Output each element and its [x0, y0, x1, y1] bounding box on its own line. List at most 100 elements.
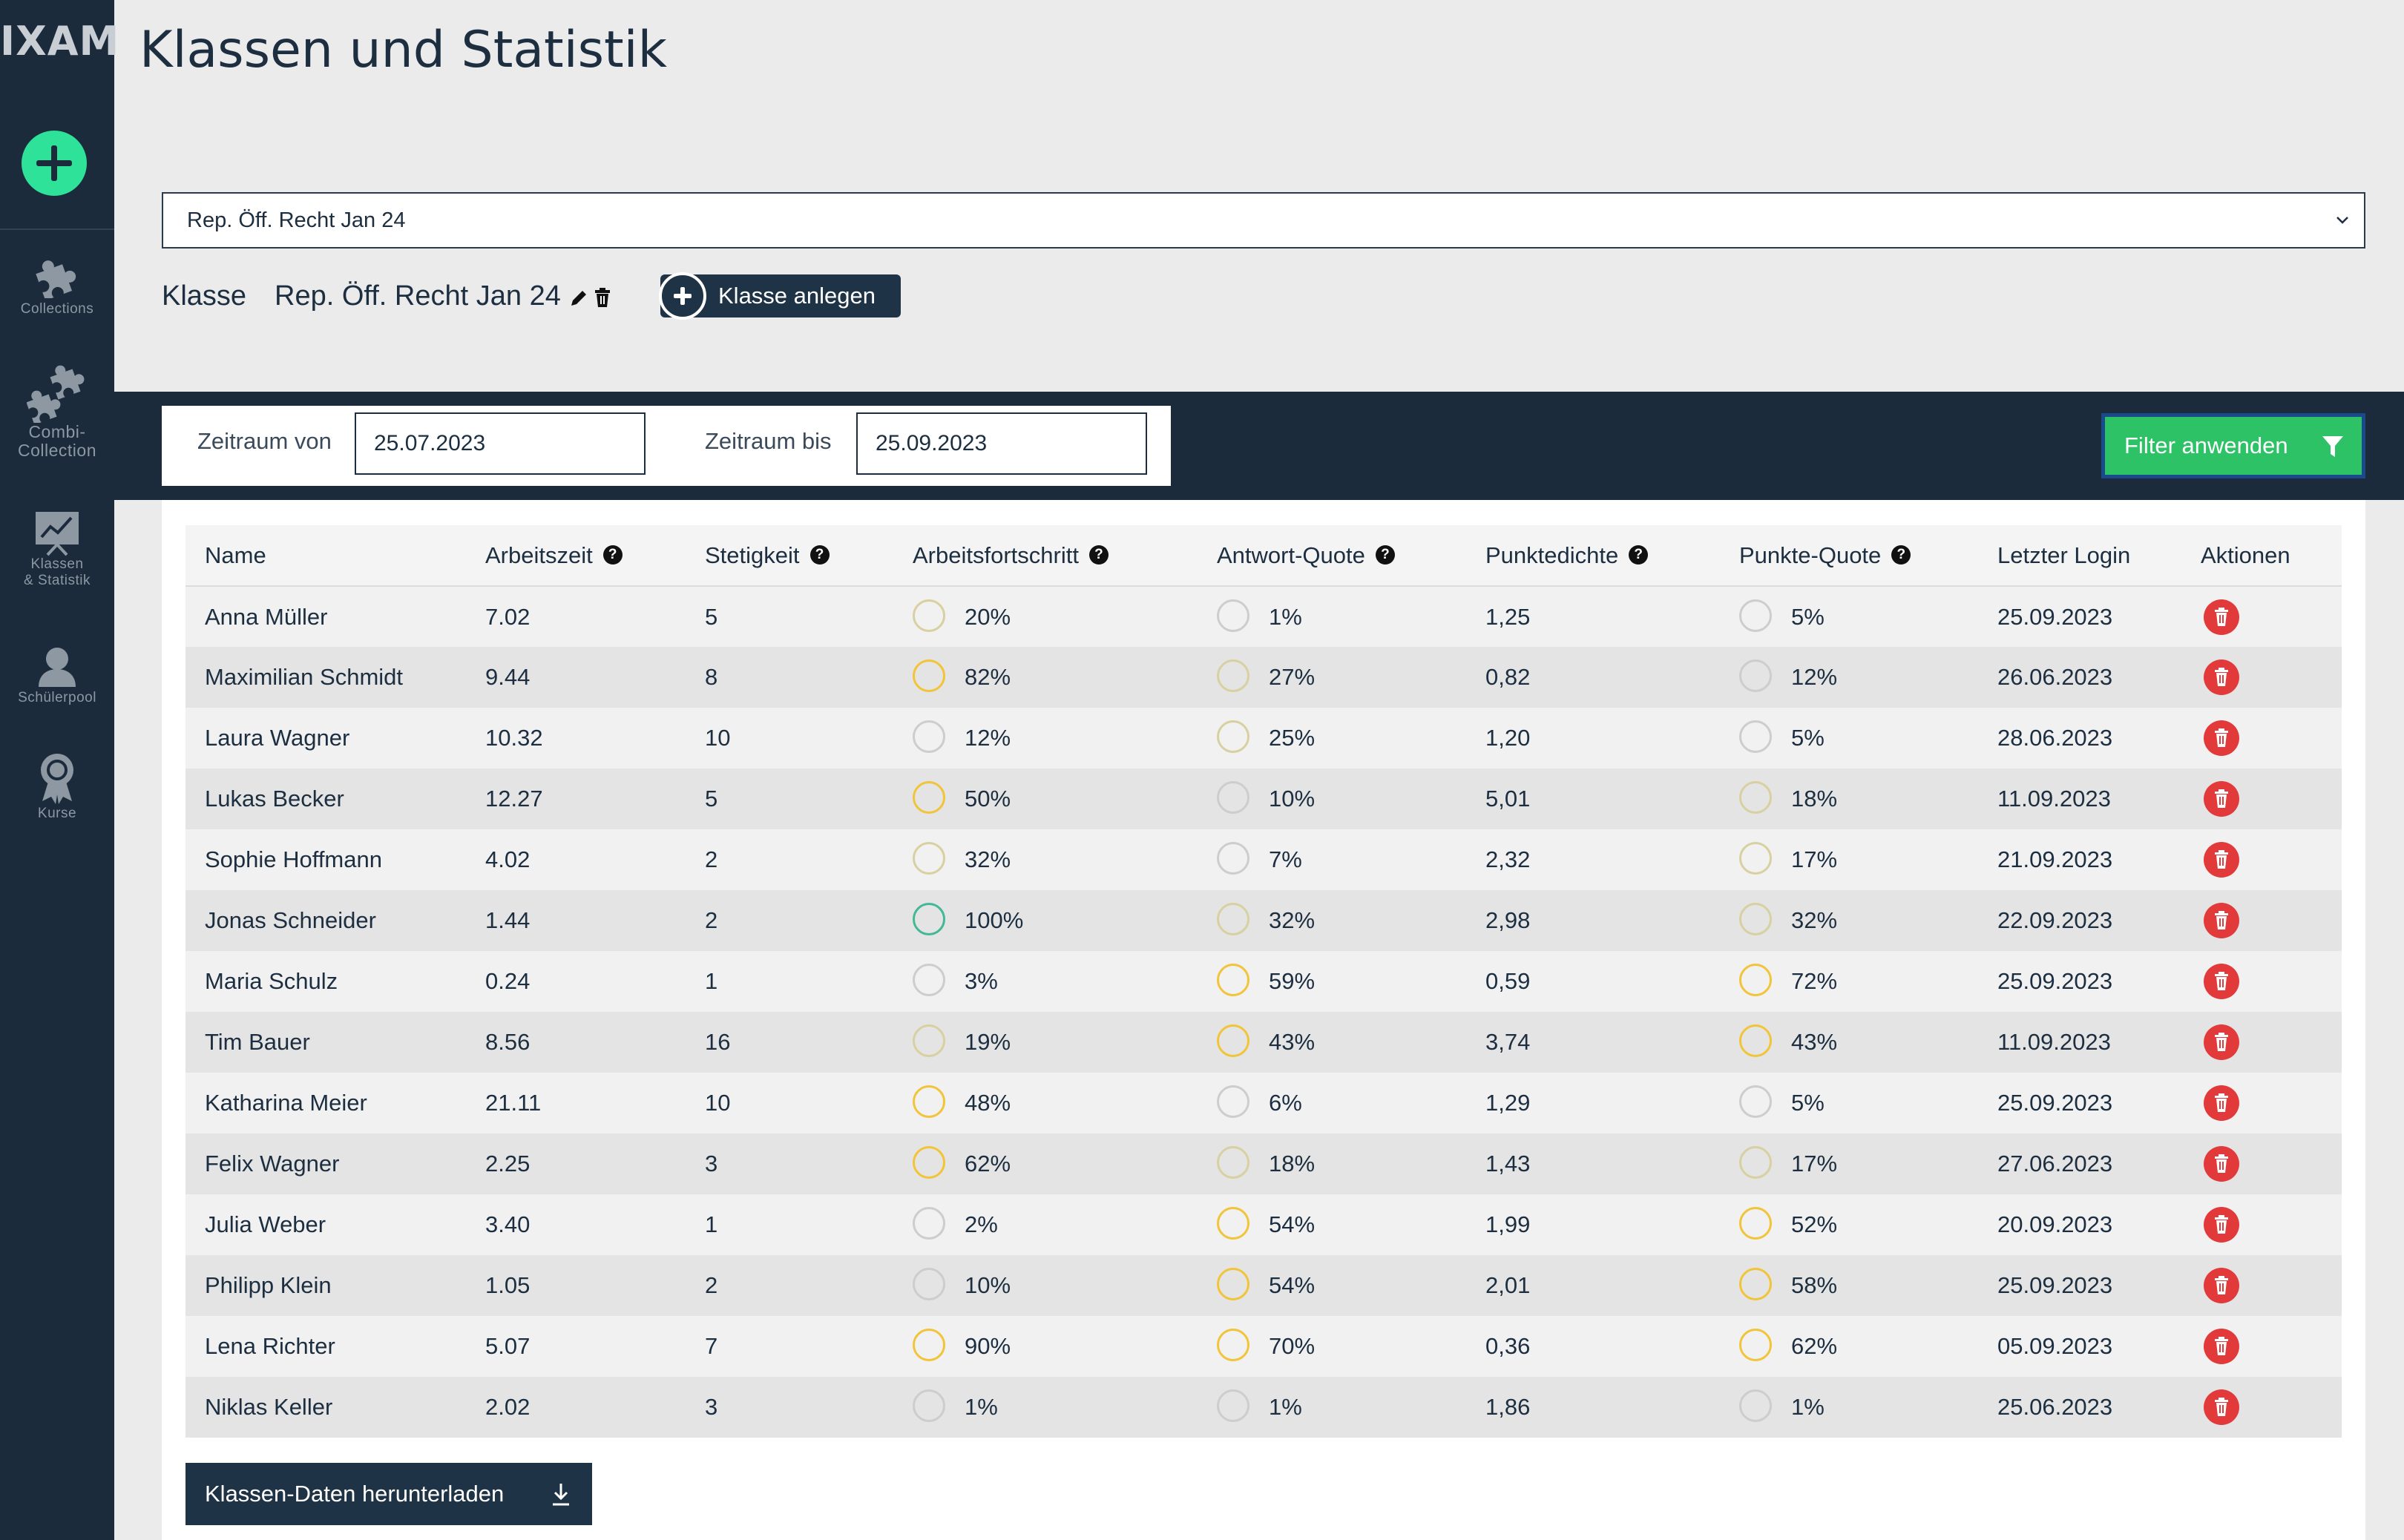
trash-icon[interactable] — [594, 287, 611, 308]
delete-student-button[interactable] — [2204, 1207, 2239, 1243]
delete-student-button[interactable] — [2204, 1085, 2239, 1121]
table-row[interactable]: Philipp Klein 1.05 2 10% 54% 2,01 58% 25.09.202… — [185, 1255, 2342, 1316]
sidebar-item-kurse[interactable]: Kurse — [0, 752, 114, 822]
cell-arbeitsfortschritt: 3% — [893, 951, 1198, 1012]
delete-student-button[interactable] — [2204, 599, 2239, 635]
cell-letzter-login: 05.09.2023 — [1978, 1316, 2181, 1377]
table-row[interactable]: Maria Schulz 0.24 1 3% 59% 0,59 72% 25.09.2023 — [185, 951, 2342, 1012]
delete-student-button[interactable] — [2204, 842, 2239, 878]
cell-punktedichte: 3,74 — [1466, 1012, 1720, 1073]
sidebar-item-schuelerpool[interactable]: Schülerpool — [0, 645, 114, 706]
col-letzter-login[interactable]: Letzter Login — [1978, 525, 2181, 587]
chart-board-icon — [36, 512, 79, 556]
progress-ring-icon — [1739, 903, 1772, 935]
delete-student-button[interactable] — [2204, 1024, 2239, 1060]
sidebar-item-combi-collection[interactable]: Combi- Collection — [0, 365, 114, 460]
delete-student-button[interactable] — [2204, 659, 2239, 695]
cell-punkte-quote: 5% — [1720, 586, 1978, 647]
table-row[interactable]: Laura Wagner 10.32 10 12% 25% 1,20 5% 28.06.202… — [185, 708, 2342, 769]
progress-ring-icon — [1739, 1389, 1772, 1422]
date-to-input[interactable]: 25.09.2023 — [856, 412, 1147, 475]
help-icon[interactable]: ? — [1088, 545, 1109, 565]
progress-ring-icon — [1217, 1146, 1249, 1179]
add-class-label: Klasse anlegen — [718, 283, 876, 309]
cell-punkte-quote: 1% — [1720, 1377, 1978, 1438]
progress-ring-icon — [1217, 1329, 1249, 1361]
col-name[interactable]: Name — [185, 525, 466, 587]
sidebar-item-collections[interactable]: Collections — [0, 251, 114, 317]
table-row[interactable]: Niklas Keller 2.02 3 1% 1% 1,86 1% 25.06.2023 — [185, 1377, 2342, 1438]
class-select[interactable]: Rep. Öff. Recht Jan 24 — [162, 192, 2365, 249]
apply-filter-button[interactable]: Filter anwenden — [2101, 413, 2365, 478]
cell-punkte-quote: 5% — [1720, 1073, 1978, 1133]
help-icon[interactable]: ? — [1375, 545, 1395, 565]
help-icon[interactable]: ? — [1891, 545, 1911, 565]
delete-student-button[interactable] — [2204, 1146, 2239, 1182]
delete-student-button[interactable] — [2204, 903, 2239, 938]
help-icon[interactable]: ? — [602, 545, 623, 565]
sidebar-item-label: Klassen & Statistik — [24, 556, 91, 588]
table-row[interactable]: Tim Bauer 8.56 16 19% 43% 3,74 43% 11.09.2023 — [185, 1012, 2342, 1073]
help-icon[interactable]: ? — [1629, 545, 1649, 565]
progress-ring-icon — [913, 1329, 945, 1361]
pencil-icon[interactable] — [568, 288, 589, 309]
table-row[interactable]: Lukas Becker 12.27 5 50% 10% 5,01 18% 11.09.202… — [185, 769, 2342, 829]
award-icon — [41, 754, 73, 804]
delete-student-button[interactable] — [2204, 720, 2239, 756]
progress-ring-icon — [1217, 842, 1249, 875]
col-arbeitsfortschritt[interactable]: Arbeitsfortschritt? — [893, 525, 1198, 587]
download-icon — [553, 1484, 569, 1506]
cell-punktedichte: 0,82 — [1466, 647, 1720, 708]
trash-icon — [2215, 911, 2228, 929]
progress-ring-icon — [1217, 1085, 1249, 1118]
add-button[interactable] — [22, 131, 87, 196]
table-header-row: Name Arbeitszeit? Stetigkeit? Arbeitsfor… — [185, 525, 2342, 587]
progress-ring-icon — [1739, 1085, 1772, 1118]
col-punkte-quote[interactable]: Punkte-Quote? — [1720, 525, 1978, 587]
date-from-input[interactable]: 25.07.2023 — [355, 412, 646, 475]
cell-arbeitsfortschritt: 48% — [893, 1073, 1198, 1133]
col-antwort-quote[interactable]: Antwort-Quote? — [1198, 525, 1466, 587]
progress-ring-icon — [1739, 1146, 1772, 1179]
table-row[interactable]: Maximilian Schmidt 9.44 8 82% 27% 0,82 12% 26.0… — [185, 647, 2342, 708]
page-title: Klassen und Statistik — [139, 21, 667, 79]
cell-antwort-quote: 10% — [1198, 769, 1466, 829]
trash-icon — [2215, 607, 2228, 626]
table-row[interactable]: Lena Richter 5.07 7 90% 70% 0,36 62% 05.09.2023 — [185, 1316, 2342, 1377]
table-row[interactable]: Julia Weber 3.40 1 2% 54% 1,99 52% 20.09.2023 — [185, 1194, 2342, 1255]
sidebar-item-klassen-statistik[interactable]: Klassen & Statistik — [0, 509, 114, 589]
progress-ring-icon — [1739, 842, 1772, 875]
table-row[interactable]: Sophie Hoffmann 4.02 2 32% 7% 2,32 17% 21.09.20… — [185, 829, 2342, 890]
cell-name: Julia Weber — [185, 1194, 466, 1255]
add-class-button[interactable]: Klasse anlegen — [659, 272, 901, 320]
table-row[interactable]: Jonas Schneider 1.44 2 100% 32% 2,98 32% 22.09.… — [185, 890, 2342, 951]
delete-student-button[interactable] — [2204, 1329, 2239, 1364]
cell-letzter-login: 25.09.2023 — [1978, 586, 2181, 647]
cell-aktionen — [2181, 1316, 2342, 1377]
plus-circle-icon — [659, 272, 706, 320]
cell-letzter-login: 22.09.2023 — [1978, 890, 2181, 951]
col-arbeitszeit[interactable]: Arbeitszeit? — [466, 525, 686, 587]
puzzle-icon — [36, 260, 76, 298]
cell-punktedichte: 0,59 — [1466, 951, 1720, 1012]
table-row[interactable]: Anna Müller 7.02 5 20% 1% 1,25 5% 25.09.2023 — [185, 586, 2342, 647]
cell-arbeitsfortschritt: 1% — [893, 1377, 1198, 1438]
delete-student-button[interactable] — [2204, 1268, 2239, 1303]
help-icon[interactable]: ? — [809, 545, 830, 565]
table-row[interactable]: Felix Wagner 2.25 3 62% 18% 1,43 17% 27.06.2023 — [185, 1133, 2342, 1194]
col-punktedichte[interactable]: Punktedichte? — [1466, 525, 1720, 587]
col-aktionen: Aktionen — [2181, 525, 2342, 587]
sidebar-item-label: Kurse — [37, 806, 77, 821]
col-stetigkeit[interactable]: Stetigkeit? — [686, 525, 893, 587]
sidebar-divider — [0, 228, 114, 230]
delete-student-button[interactable] — [2204, 1389, 2239, 1425]
download-class-data-button[interactable]: Klassen-Daten herunterladen — [185, 1463, 592, 1525]
cell-name: Tim Bauer — [185, 1012, 466, 1073]
cell-letzter-login: 25.09.2023 — [1978, 1073, 2181, 1133]
table-row[interactable]: Katharina Meier 21.11 10 48% 6% 1,29 5% 25.09.2… — [185, 1073, 2342, 1133]
cell-arbeitsfortschritt: 2% — [893, 1194, 1198, 1255]
cell-arbeitszeit: 21.11 — [466, 1073, 686, 1133]
cell-arbeitszeit: 3.40 — [466, 1194, 686, 1255]
delete-student-button[interactable] — [2204, 964, 2239, 999]
delete-student-button[interactable] — [2204, 781, 2239, 817]
